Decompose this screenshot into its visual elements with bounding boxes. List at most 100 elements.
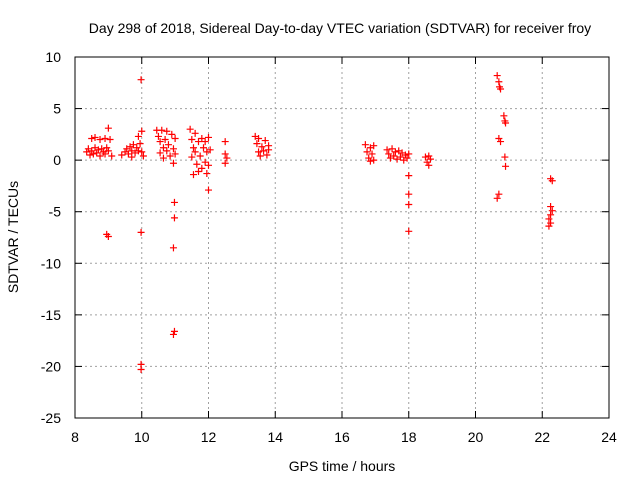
x-tick-label: 20 [468,429,484,445]
data-point [390,152,398,160]
data-point [221,150,229,158]
data-point [156,138,164,146]
data-point [193,160,201,168]
data-point [255,134,263,142]
data-point [129,141,137,149]
data-point [258,143,266,151]
x-tick-label: 24 [601,429,617,445]
data-point [405,200,413,208]
data-point [201,158,209,166]
x-tick-label: 16 [334,429,350,445]
data-point [96,152,104,160]
data-point [134,147,142,155]
data-point [405,190,413,198]
data-point [158,126,166,134]
data-point [405,172,413,180]
data-point [189,144,197,152]
data-point [497,85,505,93]
data-point [104,232,112,240]
data-point [201,138,209,146]
data-point [161,136,169,144]
data-point [83,148,91,156]
data-point [133,144,141,152]
data-point [189,171,197,179]
data-point [405,227,413,235]
x-tick-label: 18 [401,429,417,445]
y-tick-label: -25 [41,410,61,426]
data-points [83,72,556,374]
y-axis-label: SDTVAR / TECUs [5,181,21,293]
data-point [426,155,434,163]
data-point [493,72,501,80]
data-point [91,133,99,141]
plot-frame [74,56,610,419]
data-point [169,244,177,252]
data-point [205,133,212,141]
data-point [366,157,374,165]
data-point [221,138,229,146]
data-point [169,145,177,153]
data-point [370,156,378,164]
data-point [198,164,206,172]
data-point [361,141,369,149]
data-point [388,145,396,153]
data-point [199,144,207,152]
data-point [253,140,261,148]
data-point [547,211,555,219]
data-point [493,194,501,202]
data-point [103,144,111,152]
data-point [495,134,503,142]
data-point [421,153,429,161]
data-point [188,153,196,161]
data-point [368,150,376,158]
data-point [159,154,167,162]
y-tick-label: 10 [45,49,61,65]
data-point [170,198,178,206]
x-tick-label: 10 [134,429,150,445]
data-point [363,148,371,156]
data-point [256,152,264,160]
data-point [391,148,399,156]
data-point [186,125,194,133]
x-tick-label: 8 [71,429,79,445]
data-point [548,177,556,185]
data-point [265,146,273,154]
data-point [104,124,112,132]
data-point [401,151,409,159]
data-point [96,136,104,144]
data-point [396,153,404,161]
data-point [383,146,391,154]
data-point [108,152,116,160]
x-tick-label: 12 [201,429,217,445]
data-point [385,150,393,158]
data-point [137,76,145,84]
data-point [134,132,142,140]
data-point [170,214,178,222]
data-point [196,152,204,160]
data-point [98,145,106,153]
data-point [170,327,178,335]
data-point [137,228,145,236]
data-point [495,190,503,198]
data-point [403,154,411,162]
data-point [191,148,199,156]
chart-title: Day 298 of 2018, Sidereal Day-to-day VTE… [89,20,591,36]
gridlines [75,57,609,418]
data-point [101,150,109,158]
data-point [168,130,176,138]
data-point [497,138,505,146]
x-tick-label: 22 [534,429,550,445]
x-tick-label: 14 [267,429,283,445]
data-point [206,146,214,154]
data-point [124,150,132,158]
data-point [423,158,431,166]
data-point [545,215,553,223]
data-point [547,219,555,227]
data-point [118,151,126,159]
y-tick-label: 5 [53,101,61,117]
data-point [255,148,263,156]
data-point [261,137,269,145]
data-point [425,161,433,169]
data-point [163,147,171,155]
data-point [171,150,179,158]
